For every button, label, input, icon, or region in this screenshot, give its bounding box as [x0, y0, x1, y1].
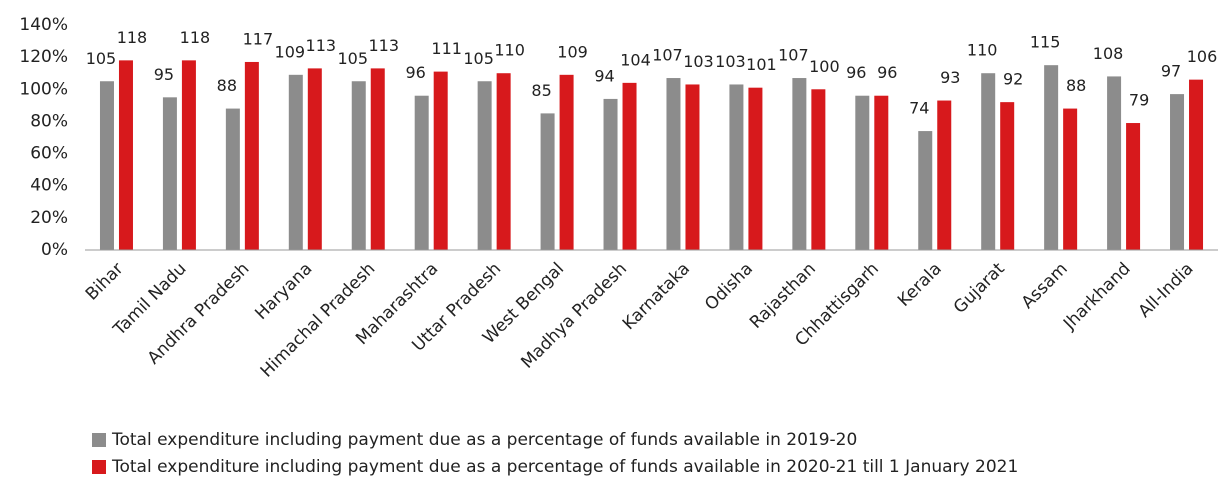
data-label: 100 [809, 57, 840, 76]
data-label: 118 [180, 28, 211, 47]
data-label: 106 [1187, 47, 1218, 66]
bar [351, 81, 366, 250]
y-tick-label: 100% [19, 79, 68, 99]
bar [748, 87, 763, 250]
x-tick-label: Karnataka [619, 259, 694, 334]
x-tick-label: Gujarat [950, 259, 1009, 318]
data-label: 103 [683, 52, 714, 71]
data-label: 105 [86, 49, 117, 68]
bar [729, 84, 744, 250]
bar [118, 60, 133, 250]
y-tick-label: 40% [30, 176, 68, 196]
legend-swatch [92, 433, 106, 447]
data-label: 117 [243, 29, 274, 48]
x-tick-label: Jharkhand [1059, 259, 1135, 335]
bar [981, 73, 996, 250]
x-tick-label: Bihar [82, 259, 128, 305]
bar [1170, 94, 1185, 250]
bar [1189, 79, 1204, 251]
bar [1000, 102, 1015, 251]
legend-label: Total expenditure including payment due … [111, 430, 857, 450]
data-label: 97 [1161, 62, 1181, 81]
bar [559, 74, 574, 250]
y-tick-label: 140% [19, 15, 68, 35]
data-label: 79 [1129, 91, 1149, 110]
data-label: 107 [778, 46, 809, 65]
x-tick-label: Assam [1018, 259, 1072, 313]
data-label: 110 [967, 41, 998, 60]
data-label: 105 [337, 49, 368, 68]
data-label: 96 [877, 63, 897, 82]
x-tick-label: All-India [1135, 259, 1198, 322]
data-label: 93 [940, 68, 960, 87]
bar [855, 95, 870, 250]
data-label: 96 [846, 63, 866, 82]
data-label: 88 [1066, 76, 1086, 95]
data-label: 108 [1093, 44, 1124, 63]
bar [307, 68, 322, 251]
bar [811, 89, 826, 251]
data-label: 96 [406, 63, 426, 82]
x-tick-label: Odisha [701, 259, 757, 315]
bar [414, 95, 429, 250]
bar [603, 98, 618, 250]
data-label: 85 [531, 81, 551, 100]
data-label: 111 [431, 39, 462, 58]
data-label: 105 [463, 49, 494, 68]
data-label: 109 [557, 42, 588, 61]
data-label: 115 [1030, 33, 1061, 52]
bar [1044, 65, 1059, 250]
data-label: 103 [715, 52, 746, 71]
bar [1063, 108, 1078, 250]
bar [225, 108, 240, 250]
y-tick-label: 120% [19, 47, 68, 67]
data-label: 95 [154, 65, 174, 84]
bar [244, 61, 259, 250]
bar [1107, 76, 1122, 250]
data-label: 109 [275, 42, 306, 61]
bar [540, 113, 555, 251]
bar [622, 82, 637, 250]
bar [937, 100, 952, 251]
bar [477, 81, 492, 250]
data-label: 107 [652, 46, 683, 65]
data-label: 74 [909, 99, 929, 118]
legend-label: Total expenditure including payment due … [111, 457, 1018, 477]
x-tick-label: Madhya Pradesh [517, 259, 631, 373]
legend-swatch [92, 460, 106, 474]
bar [99, 81, 114, 250]
y-tick-label: 60% [30, 144, 68, 164]
data-label: 104 [620, 50, 651, 69]
x-tick-label: Kerala [894, 259, 946, 311]
data-label: 118 [117, 28, 148, 47]
bar [685, 84, 700, 250]
data-label: 92 [1003, 70, 1023, 89]
data-label: 110 [494, 41, 525, 60]
bar [288, 74, 303, 250]
bar [874, 95, 889, 250]
data-label: 101 [746, 55, 777, 74]
data-label: 113 [368, 36, 399, 55]
data-label: 88 [217, 76, 237, 95]
x-tick-label: Haryana [251, 259, 316, 324]
bar [370, 68, 385, 251]
y-tick-label: 0% [41, 240, 68, 260]
bar [792, 78, 807, 251]
bar [162, 97, 177, 250]
data-label: 94 [594, 66, 614, 85]
y-tick-label: 20% [30, 208, 68, 228]
bar [496, 73, 511, 250]
y-tick-label: 80% [30, 111, 68, 131]
data-label: 113 [306, 36, 337, 55]
bar [181, 60, 196, 250]
bar [1126, 123, 1141, 250]
bar [666, 78, 681, 251]
x-tick-label: Himachal Pradesh [257, 259, 380, 382]
bar [918, 131, 933, 250]
bar [433, 71, 448, 250]
